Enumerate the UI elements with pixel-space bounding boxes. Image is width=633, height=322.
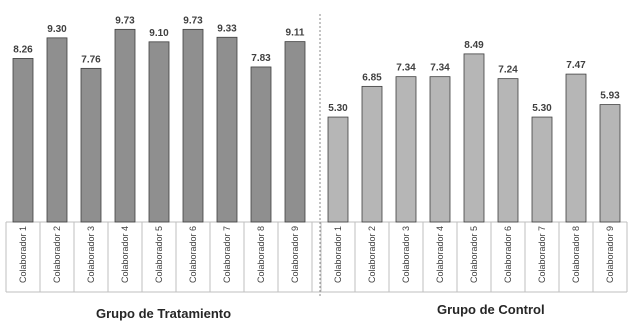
category-label: Colaborador 9: [290, 226, 300, 283]
category-label: Colaborador 7: [537, 226, 547, 283]
category-label: Colaborador 5: [469, 226, 479, 283]
bar: [46, 37, 68, 223]
data-label: 9.33: [217, 23, 237, 34]
bar: [80, 67, 102, 223]
bar: [565, 73, 587, 223]
category-label: Colaborador 7: [222, 226, 232, 283]
bar: [182, 28, 204, 223]
data-label: 7.76: [81, 54, 101, 65]
data-label: 7.47: [566, 60, 586, 71]
data-label: 9.10: [149, 28, 169, 39]
data-label: 8.26: [13, 44, 33, 55]
bar: [429, 76, 451, 223]
bar: [12, 58, 34, 223]
bar: [599, 104, 621, 223]
bar: [395, 76, 417, 223]
plot-area: 8.26 Colaborador 1 9.30 Colaborador 2 7.76 Co…: [5, 14, 628, 298]
data-label: 5.30: [532, 103, 552, 114]
category-label: Colaborador 2: [52, 226, 62, 283]
bar: [497, 78, 519, 223]
category-label: Colaborador 3: [401, 226, 411, 283]
bar: [114, 28, 136, 223]
category-label: Colaborador 5: [154, 226, 164, 283]
data-label: 8.49: [464, 40, 484, 51]
bar: [361, 85, 383, 223]
category-label: Colaborador 1: [18, 226, 28, 283]
data-label: 6.85: [362, 72, 382, 83]
category-label: Colaborador 4: [120, 226, 130, 283]
data-label: 9.73: [183, 15, 203, 26]
data-label: 7.34: [396, 63, 416, 74]
bar: [250, 66, 272, 223]
data-label: 7.24: [498, 65, 518, 76]
category-label: Colaborador 6: [188, 226, 198, 283]
category-label: Colaborador 9: [605, 226, 615, 283]
data-label: 7.34: [430, 63, 450, 74]
category-label: Colaborador 6: [503, 226, 513, 283]
category-label: Colaborador 4: [435, 226, 445, 283]
bar: [327, 116, 349, 223]
category-label: Colaborador 3: [86, 226, 96, 283]
data-label: 9.73: [115, 15, 135, 26]
data-label: 5.93: [600, 91, 620, 102]
category-label: Colaborador 1: [333, 226, 343, 283]
data-label: 9.30: [47, 24, 67, 35]
data-label: 5.30: [328, 103, 348, 114]
category-label: Colaborador 2: [367, 226, 377, 283]
group-label-control: Grupo de Control: [437, 302, 545, 317]
data-label: 9.11: [286, 28, 305, 39]
bar: [216, 36, 238, 223]
category-label: Colaborador 8: [571, 226, 581, 283]
bar: [284, 41, 306, 223]
bar: [148, 41, 170, 223]
bar: [463, 53, 485, 223]
group-label-treatment: Grupo de Tratamiento: [96, 306, 232, 321]
category-label: Colaborador 8: [256, 226, 266, 283]
bar: [531, 116, 553, 223]
data-label: 7.83: [251, 53, 271, 64]
